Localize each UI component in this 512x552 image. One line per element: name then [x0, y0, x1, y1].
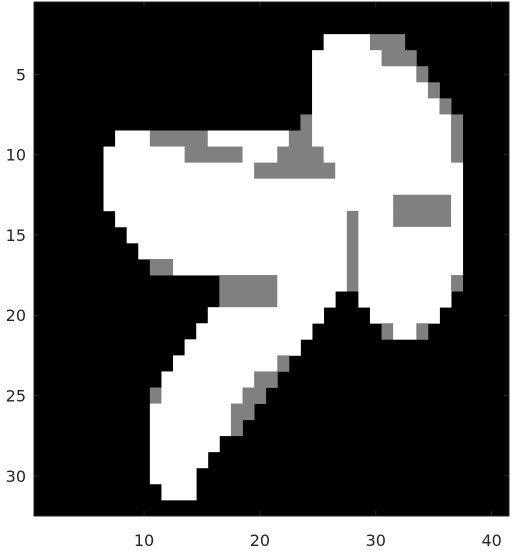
- white-pixel-run: [312, 98, 440, 115]
- white-pixel-run: [149, 403, 232, 421]
- white-pixel-run: [358, 226, 464, 244]
- white-pixel-run: [242, 146, 278, 164]
- gray-pixel-run: [346, 259, 359, 276]
- gray-pixel-run: [427, 82, 440, 99]
- white-pixel-run: [115, 130, 151, 147]
- white-pixel-run: [358, 291, 452, 308]
- gray-pixel-run: [416, 66, 429, 83]
- gray-pixel-run: [439, 98, 452, 115]
- white-pixel-run: [103, 194, 394, 212]
- white-pixel-run: [277, 291, 336, 308]
- white-pixel-run: [312, 130, 452, 147]
- white-pixel-run: [312, 114, 452, 131]
- gray-pixel-run: [369, 34, 406, 51]
- white-pixel-run: [312, 82, 429, 99]
- gray-pixel-run: [346, 210, 359, 228]
- gray-pixel-run: [242, 387, 267, 404]
- gray-pixel-run: [254, 371, 278, 388]
- white-pixel-run: [149, 435, 220, 453]
- gray-pixel-run: [416, 323, 429, 340]
- gray-pixel-run: [300, 114, 313, 131]
- gray-pixel-run: [230, 419, 243, 437]
- gray-pixel-run: [381, 323, 394, 340]
- gray-pixel-run: [451, 130, 464, 147]
- gray-pixel-run: [346, 226, 359, 244]
- white-pixel-run: [358, 275, 452, 292]
- white-pixel-run: [149, 467, 197, 485]
- x-tick-label: 10: [134, 531, 154, 550]
- white-pixel-run: [138, 242, 348, 260]
- white-pixel-run: [451, 194, 464, 212]
- white-pixel-run: [173, 259, 348, 276]
- white-pixel-run: [103, 162, 255, 180]
- gray-pixel-run: [393, 210, 452, 228]
- white-pixel-run: [323, 146, 452, 164]
- y-tick-label: 20: [6, 306, 26, 325]
- x-tick-label: 30: [366, 531, 386, 550]
- white-pixel-run: [358, 259, 464, 276]
- gray-pixel-run: [451, 275, 464, 292]
- gray-pixel-run: [184, 146, 243, 164]
- white-pixel-run: [149, 419, 232, 437]
- white-pixel-run: [335, 162, 464, 180]
- white-pixel-run: [103, 178, 464, 196]
- x-tick-label: 40: [481, 531, 501, 550]
- gray-pixel-run: [288, 130, 313, 147]
- image-pixels: [34, 2, 509, 516]
- white-pixel-run: [103, 146, 186, 164]
- white-pixel-run: [451, 210, 464, 228]
- white-pixel-run: [358, 242, 464, 260]
- white-pixel-run: [369, 307, 440, 324]
- white-pixel-run: [161, 483, 197, 501]
- gray-pixel-run: [149, 259, 174, 276]
- y-axis-ticks: 5 10 15 20 25 30: [6, 65, 509, 486]
- gray-pixel-run: [254, 162, 336, 180]
- gray-pixel-run: [149, 387, 162, 404]
- y-tick-label: 10: [6, 146, 26, 165]
- white-pixel-run: [149, 451, 209, 469]
- y-tick-label: 30: [6, 467, 26, 486]
- white-pixel-run: [312, 50, 382, 67]
- gray-pixel-run: [219, 275, 278, 292]
- y-tick-label: 15: [6, 226, 26, 245]
- white-pixel-run: [196, 323, 313, 340]
- gray-pixel-run: [230, 403, 255, 421]
- white-pixel-run: [312, 66, 417, 83]
- gray-pixel-run: [393, 194, 452, 212]
- gray-pixel-run: [451, 146, 464, 164]
- x-tick-label: 20: [250, 531, 270, 550]
- white-pixel-run: [115, 210, 348, 228]
- white-pixel-run: [184, 339, 301, 356]
- gray-pixel-run: [219, 291, 278, 308]
- white-pixel-run: [207, 307, 325, 324]
- white-pixel-run: [173, 355, 278, 372]
- y-tick-label: 25: [6, 387, 26, 406]
- gray-pixel-run: [277, 355, 290, 372]
- white-pixel-run: [277, 275, 348, 292]
- white-pixel-run: [207, 130, 290, 147]
- white-pixel-run: [323, 34, 371, 51]
- gray-pixel-run: [381, 50, 417, 67]
- y-tick-label: 5: [16, 65, 26, 84]
- white-pixel-run: [161, 371, 255, 388]
- gray-pixel-run: [149, 130, 209, 147]
- gray-pixel-run: [277, 146, 325, 164]
- axes-frame: [33, 1, 510, 517]
- x-axis-ticks: 10 20 30 40: [134, 2, 502, 550]
- gray-pixel-run: [346, 242, 359, 260]
- white-pixel-run: [358, 210, 394, 228]
- white-pixel-run: [393, 323, 417, 340]
- gray-pixel-run: [346, 275, 359, 292]
- white-pixel-run: [161, 387, 243, 404]
- white-pixel-run: [126, 226, 348, 244]
- gray-pixel-run: [451, 114, 464, 131]
